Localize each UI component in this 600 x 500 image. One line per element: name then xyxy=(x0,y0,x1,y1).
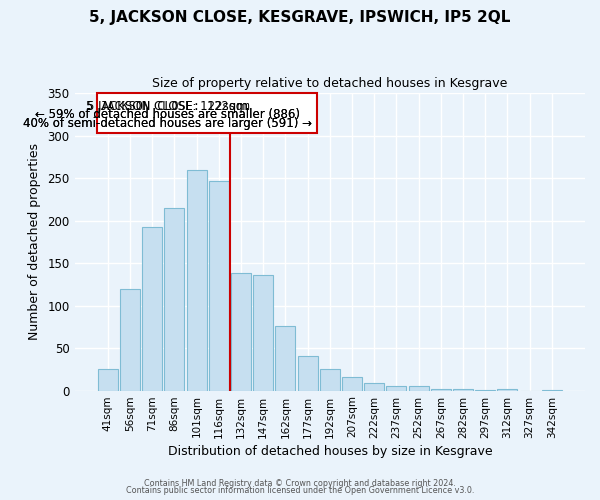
Bar xyxy=(320,370,340,390)
Bar xyxy=(142,226,162,390)
Title: Size of property relative to detached houses in Kesgrave: Size of property relative to detached ho… xyxy=(152,78,508,90)
Text: 5 JACKSON CLOSE: 122sqm: 5 JACKSON CLOSE: 122sqm xyxy=(88,100,248,113)
Bar xyxy=(386,386,406,390)
Bar xyxy=(120,288,140,390)
Text: 40% of semi-detached houses are larger (591) →: 40% of semi-detached houses are larger (… xyxy=(23,117,312,130)
Text: Contains public sector information licensed under the Open Government Licence v3: Contains public sector information licen… xyxy=(126,486,474,495)
Text: ← 59% of detached houses are smaller (886): ← 59% of detached houses are smaller (88… xyxy=(35,108,300,122)
Text: Contains HM Land Registry data © Crown copyright and database right 2024.: Contains HM Land Registry data © Crown c… xyxy=(144,478,456,488)
Bar xyxy=(364,383,384,390)
Text: 5, JACKSON CLOSE, KESGRAVE, IPSWICH, IP5 2QL: 5, JACKSON CLOSE, KESGRAVE, IPSWICH, IP5… xyxy=(89,10,511,25)
Bar xyxy=(253,275,273,390)
Bar xyxy=(231,274,251,390)
FancyBboxPatch shape xyxy=(97,93,317,133)
Bar xyxy=(342,377,362,390)
Y-axis label: Number of detached properties: Number of detached properties xyxy=(28,144,41,340)
Bar xyxy=(164,208,184,390)
Bar xyxy=(497,389,517,390)
Bar xyxy=(298,356,317,390)
Bar xyxy=(209,180,229,390)
Text: 5 JACKSON CLOSE: 122sqm: 5 JACKSON CLOSE: 122sqm xyxy=(86,100,250,113)
Bar xyxy=(431,389,451,390)
Bar xyxy=(187,170,206,390)
Bar xyxy=(409,386,428,390)
Text: ← 59% of detached houses are smaller (886): ← 59% of detached houses are smaller (88… xyxy=(35,108,300,122)
Bar xyxy=(98,370,118,390)
X-axis label: Distribution of detached houses by size in Kesgrave: Distribution of detached houses by size … xyxy=(167,444,492,458)
Bar xyxy=(453,389,473,390)
Text: 40% of semi-detached houses are larger (591) →: 40% of semi-detached houses are larger (… xyxy=(23,117,312,130)
Bar xyxy=(275,326,295,390)
